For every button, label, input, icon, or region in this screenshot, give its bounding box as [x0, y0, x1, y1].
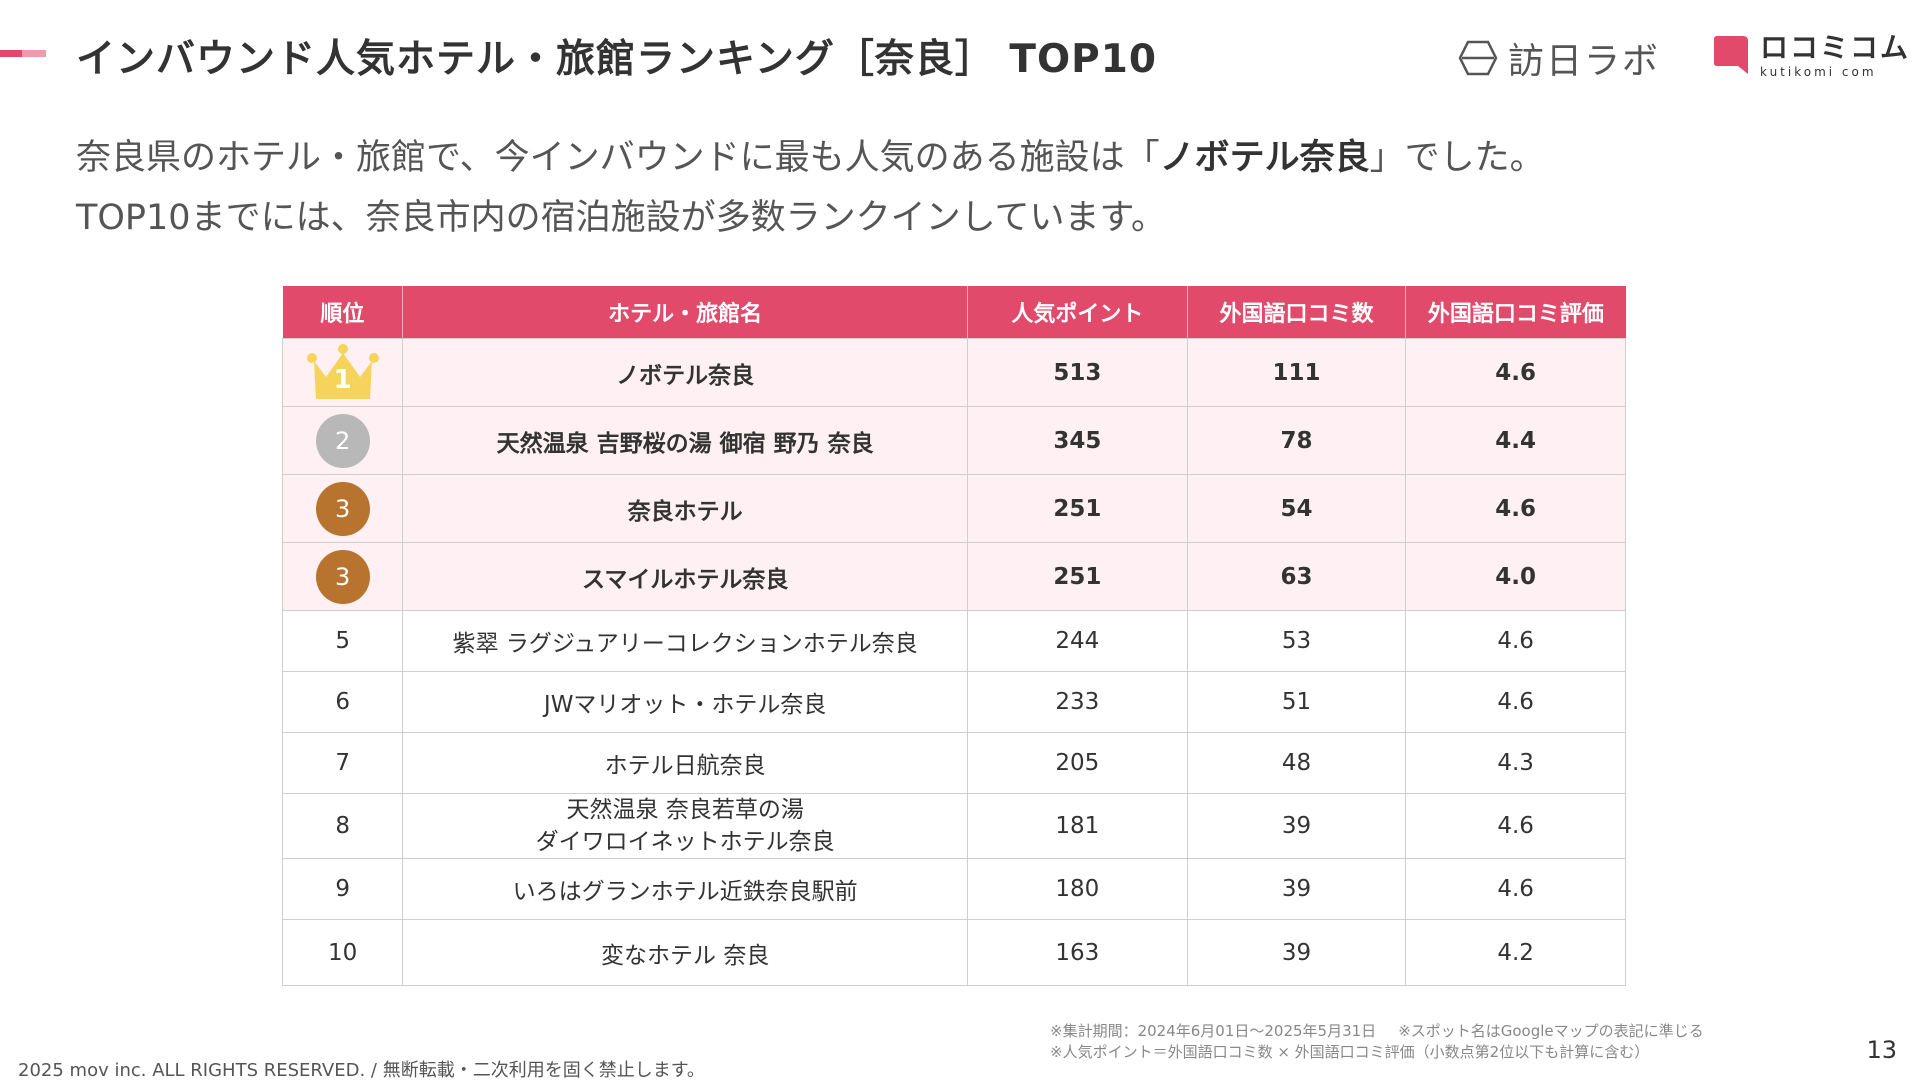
popularity-points: 244 [967, 610, 1188, 672]
hotel-name: 変なホテル 奈良 [402, 919, 969, 986]
table-row: 3 スマイルホテル奈良 251 63 4.0 [281, 542, 1626, 611]
silver-medal-icon: 2 [315, 413, 370, 468]
review-count: 78 [1186, 406, 1407, 475]
table-row: 7 ホテル日航奈良 205 48 4.3 [281, 732, 1626, 794]
popularity-points: 205 [967, 732, 1188, 794]
table-row: 2 天然温泉 吉野桜の湯 御宿 野乃 奈良 345 78 4.4 [281, 406, 1626, 475]
popularity-points: 345 [967, 406, 1188, 475]
popularity-points: 163 [967, 919, 1188, 986]
hotel-name: 紫翠 ラグジュアリーコレクションホテル奈良 [402, 610, 969, 672]
popularity-points: 181 [967, 793, 1188, 859]
review-count: 39 [1186, 793, 1407, 859]
page-number: 13 [1866, 1036, 1897, 1064]
popularity-points: 513 [967, 338, 1188, 407]
rank-number: 1 [333, 364, 352, 395]
rank-cell: 10 [281, 919, 404, 986]
table-row: 5 紫翠 ラグジュアリーコレクションホテル奈良 244 53 4.6 [281, 610, 1626, 672]
header-foreign-review-count: 外国語口コミ数 [1187, 286, 1407, 339]
table-row: 1 ノボテル奈良 513 111 4.6 [281, 338, 1626, 407]
bronze-medal-icon: 3 [315, 549, 370, 604]
hotel-name: スマイルホテル奈良 [402, 542, 969, 611]
rank-cell: 1 [281, 338, 404, 407]
gold-crown-icon: 1 [304, 343, 382, 403]
accent-bar-light [22, 50, 46, 57]
houjin-labo-logo: 訪日ラボ [1458, 34, 1660, 82]
review-rating: 4.3 [1405, 732, 1626, 794]
header-foreign-review-rating: 外国語口コミ評価 [1405, 286, 1626, 339]
popularity-points: 233 [967, 671, 1188, 733]
hotel-name-line-1: 天然温泉 奈良若草の湯 [566, 797, 804, 823]
review-rating: 4.0 [1405, 542, 1626, 611]
rank-cell: 7 [281, 732, 404, 794]
hotel-name: JWマリオット・ホテル奈良 [402, 671, 969, 733]
intro-highlight-hotel: ノボテル奈良 [1159, 138, 1370, 178]
table-row: 10 変なホテル 奈良 163 39 4.2 [281, 919, 1626, 986]
footnote-points-formula: ※人気ポイント＝外国語口コミ数 × 外国語口コミ評価（小数点第2位以下も計算に含… [1050, 1043, 1650, 1061]
hotel-name: ノボテル奈良 [402, 338, 969, 407]
rank-cell: 8 [281, 793, 404, 859]
hotel-name-line-2: ダイワロイネットホテル奈良 [535, 829, 835, 855]
review-rating: 4.6 [1405, 793, 1626, 859]
review-count: 39 [1186, 919, 1407, 986]
hotel-name: 天然温泉 吉野桜の湯 御宿 野乃 奈良 [402, 406, 969, 475]
popularity-points: 180 [967, 858, 1188, 920]
hotel-name: ホテル日航奈良 [402, 732, 969, 794]
header-popularity-points: 人気ポイント [967, 286, 1188, 339]
review-rating: 4.6 [1405, 858, 1626, 920]
table-header-row: 順位 ホテル・旅館名 人気ポイント 外国語口コミ数 外国語口コミ評価 [282, 286, 1626, 339]
rank-cell: 3 [281, 542, 404, 611]
speech-bubble-icon [1714, 36, 1748, 74]
table-row: 6 JWマリオット・ホテル奈良 233 51 4.6 [281, 671, 1626, 733]
intro-line-1-suffix: 」でした。 [1369, 138, 1545, 178]
hotel-name: 奈良ホテル [402, 474, 969, 543]
rank-cell: 5 [281, 610, 404, 672]
footnotes: ※集計期間：2024年6月01日〜2025年5月31日 ※スポット名はGoogle… [1050, 1021, 1704, 1063]
review-count: 111 [1186, 338, 1407, 407]
review-count: 54 [1186, 474, 1407, 543]
review-count: 39 [1186, 858, 1407, 920]
review-count: 51 [1186, 671, 1407, 733]
header-rank: 順位 [282, 286, 404, 339]
rank-cell: 2 [281, 406, 404, 475]
kuchikomi-com-logo: ロコミコム kutikomi com [1712, 34, 1910, 78]
review-rating: 4.4 [1405, 406, 1626, 475]
kuchikomi-com-subtext: kutikomi com [1760, 65, 1877, 79]
intro-line-2: TOP10までには、奈良市内の宿泊施設が多数ランクインしています。 [76, 198, 1167, 238]
intro-text: 奈良県のホテル・旅館で、今インバウンドに最も人気のある施設は「ノボテル奈良」でし… [76, 128, 1545, 248]
header-hotel-name: ホテル・旅館名 [402, 286, 969, 339]
table-row: 9 いろはグランホテル近鉄奈良駅前 180 39 4.6 [281, 858, 1626, 920]
review-rating: 4.2 [1405, 919, 1626, 986]
accent-bar-dark [0, 50, 22, 57]
popularity-points: 251 [967, 542, 1188, 611]
review-rating: 4.6 [1405, 474, 1626, 543]
houjin-labo-hexagon-icon [1458, 40, 1498, 76]
review-rating: 4.6 [1405, 338, 1626, 407]
bronze-medal-icon: 3 [315, 481, 370, 536]
table-row: 3 奈良ホテル 251 54 4.6 [281, 474, 1626, 543]
title-accent-bar [0, 50, 46, 57]
hotel-name: 天然温泉 奈良若草の湯 ダイワロイネットホテル奈良 [402, 793, 969, 859]
hotel-name: いろはグランホテル近鉄奈良駅前 [402, 858, 969, 920]
rank-cell: 9 [281, 858, 404, 920]
review-count: 53 [1186, 610, 1407, 672]
copyright-text: 2025 mov inc. ALL RIGHTS RESERVED. / 無断転… [18, 1060, 705, 1081]
ranking-table: 順位 ホテル・旅館名 人気ポイント 外国語口コミ数 外国語口コミ評価 1 ノ [281, 286, 1626, 986]
intro-line-1-prefix: 奈良県のホテル・旅館で、今インバウンドに最も人気のある施設は「 [76, 138, 1160, 178]
review-count: 63 [1186, 542, 1407, 611]
footnote-row-1: ※集計期間：2024年6月01日〜2025年5月31日 ※スポット名はGoogle… [1050, 1021, 1704, 1042]
intro-line-1: 奈良県のホテル・旅館で、今インバウンドに最も人気のある施設は「ノボテル奈良」でし… [76, 128, 1545, 188]
review-rating: 4.6 [1405, 610, 1626, 672]
footnote-spot-names: ※スポット名はGoogleマップの表記に準じる [1398, 1022, 1704, 1040]
houjin-labo-text: 訪日ラボ [1508, 41, 1661, 82]
rank-cell: 3 [281, 474, 404, 543]
footnote-period: ※集計期間：2024年6月01日〜2025年5月31日 [1050, 1022, 1377, 1040]
popularity-points: 251 [967, 474, 1188, 543]
page-title: インバウンド人気ホテル・旅館ランキング［奈良］ TOP10 [76, 37, 1158, 82]
rank-cell: 6 [281, 671, 404, 733]
review-count: 48 [1186, 732, 1407, 794]
review-rating: 4.6 [1405, 671, 1626, 733]
kuchikomi-com-text: ロコミコム [1760, 31, 1911, 64]
table-row: 8 天然温泉 奈良若草の湯 ダイワロイネットホテル奈良 181 39 4.6 [281, 793, 1626, 859]
